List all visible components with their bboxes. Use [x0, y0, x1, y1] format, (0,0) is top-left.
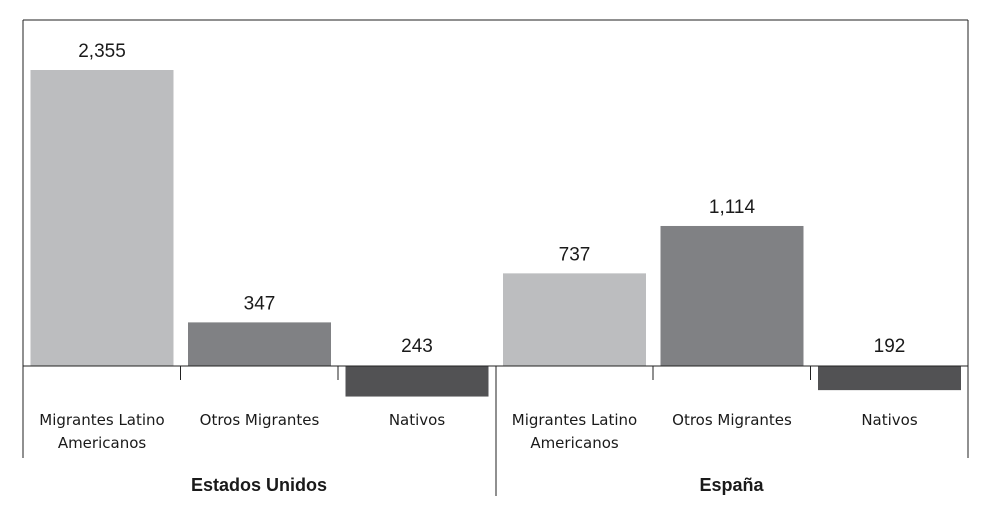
data-label: 1,114 [709, 197, 756, 218]
category-label: Otros Migrantes [672, 411, 792, 429]
category-label: Nativos [861, 411, 918, 429]
category-label: Migrantes Latino [39, 411, 164, 429]
data-label: 737 [559, 244, 591, 265]
bar [188, 322, 331, 366]
category-label: Americanos [58, 434, 147, 452]
bar [818, 366, 961, 391]
data-label: 192 [874, 336, 906, 357]
bar [345, 366, 489, 397]
category-label: Americanos [530, 434, 619, 452]
bar [660, 225, 804, 366]
category-label: Nativos [389, 411, 446, 429]
data-label: 243 [401, 336, 433, 357]
group-label: Estados Unidos [191, 475, 327, 495]
data-label: 2,355 [78, 41, 126, 62]
category-label: Migrantes Latino [512, 411, 637, 429]
group-label: España [699, 475, 764, 495]
category-label: Otros Migrantes [200, 411, 320, 429]
data-label: 347 [244, 293, 276, 314]
bar [503, 273, 646, 366]
bar [30, 70, 174, 366]
